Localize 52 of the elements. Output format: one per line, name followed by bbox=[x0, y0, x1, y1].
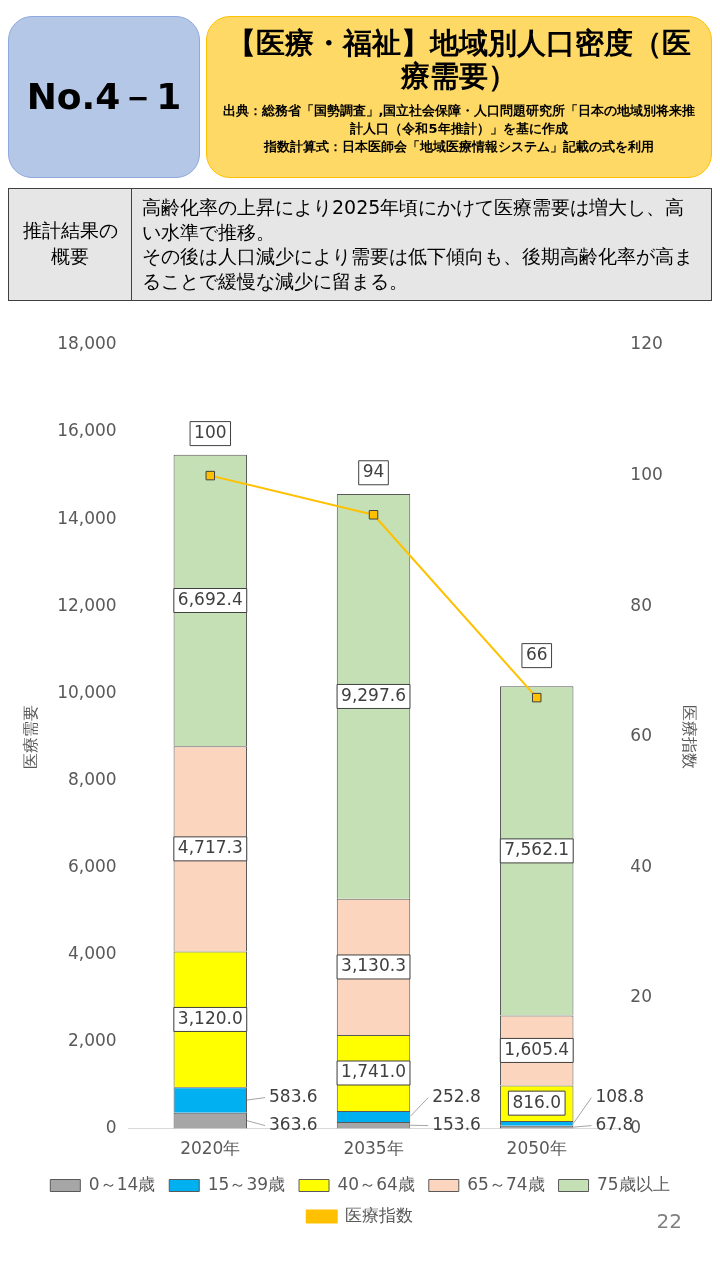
data-label: 4,717.3 bbox=[177, 837, 243, 858]
text: 高齢化率の上昇により2025年頃にかけて医療需要は増大し、高い水準で推移。 bbox=[142, 195, 686, 245]
y-tick-label: 16,000 bbox=[57, 420, 117, 441]
data-label: 94 bbox=[362, 460, 385, 481]
y-tick-label: 12,000 bbox=[57, 594, 117, 615]
text: No.4－1 bbox=[8, 16, 200, 178]
y-axis-title: 医療需要 bbox=[20, 704, 40, 769]
data-label: 252.8 bbox=[432, 1085, 481, 1106]
y-tick-label: 4,000 bbox=[68, 942, 117, 963]
text: その後は人口減少により需要は低下傾向も、後期高齢化率が高まることで緩慢な減少に留まる。 bbox=[142, 244, 694, 294]
data-label: 66 bbox=[525, 643, 548, 664]
y2-axis-title: 医療指数 bbox=[680, 704, 700, 769]
x-tick-label: 2035年 bbox=[343, 1137, 404, 1158]
y2-tick-label: 40 bbox=[630, 855, 652, 876]
legend-label: 医療指数 bbox=[345, 1204, 414, 1225]
data-label: 363.6 bbox=[269, 1113, 318, 1134]
data-label: 3,120.0 bbox=[177, 1007, 243, 1028]
data-label: 7,562.1 bbox=[504, 839, 570, 860]
data-label: 1,741.0 bbox=[341, 1061, 406, 1082]
source-note: 出典：総務省「国勢調査」,国立社会保障・人口問題研究所「日本の地域別将来推計人口（令和5年推計）」を基に作成 bbox=[221, 101, 697, 138]
data-label: 816.0 bbox=[512, 1091, 562, 1112]
data-label: 6,692.4 bbox=[177, 588, 243, 609]
text: 22 bbox=[656, 1208, 682, 1233]
legend-label: 15～39歳 bbox=[207, 1173, 286, 1194]
legend-label: 0～14歳 bbox=[88, 1173, 156, 1194]
y2-tick-label: 80 bbox=[630, 594, 652, 615]
y-tick-label: 6,000 bbox=[68, 855, 117, 876]
chart-title: 【医療・福祉】地域別人口密度（医療需要） bbox=[226, 26, 692, 94]
y2-tick-label: 20 bbox=[630, 986, 652, 1007]
y-tick-label: 0 bbox=[105, 1116, 117, 1137]
y-tick-label: 2,000 bbox=[68, 1029, 117, 1050]
text: 指数計算式：日本医師会「地域医療情報システム」記載の式を利用 bbox=[262, 137, 655, 156]
x-tick-label: 2020年 bbox=[180, 1137, 241, 1158]
y-tick-label: 14,000 bbox=[57, 507, 117, 528]
y2-tick-label: 100 bbox=[630, 463, 663, 484]
data-label: 100 bbox=[194, 421, 227, 442]
y-tick-label: 10,000 bbox=[57, 681, 117, 702]
y2-tick-label: 60 bbox=[630, 724, 652, 745]
x-tick-label: 2050年 bbox=[506, 1137, 567, 1158]
data-label: 583.6 bbox=[269, 1085, 318, 1106]
y-tick-label: 18,000 bbox=[57, 333, 117, 354]
data-label: 153.6 bbox=[432, 1113, 481, 1134]
text: 推計結果の概要 bbox=[9, 189, 132, 300]
y2-tick-label: 120 bbox=[630, 333, 663, 354]
data-label: 3,130.3 bbox=[341, 955, 406, 976]
data-label: 1,605.4 bbox=[504, 1038, 570, 1059]
legend-label: 75歳以上 bbox=[597, 1173, 670, 1194]
legend-label: 40～64歳 bbox=[337, 1173, 415, 1194]
data-label: 108.8 bbox=[595, 1085, 645, 1106]
legend-label: 65～74歳 bbox=[467, 1173, 545, 1194]
data-label: 9,297.6 bbox=[341, 684, 406, 705]
y-tick-label: 8,000 bbox=[68, 768, 117, 789]
